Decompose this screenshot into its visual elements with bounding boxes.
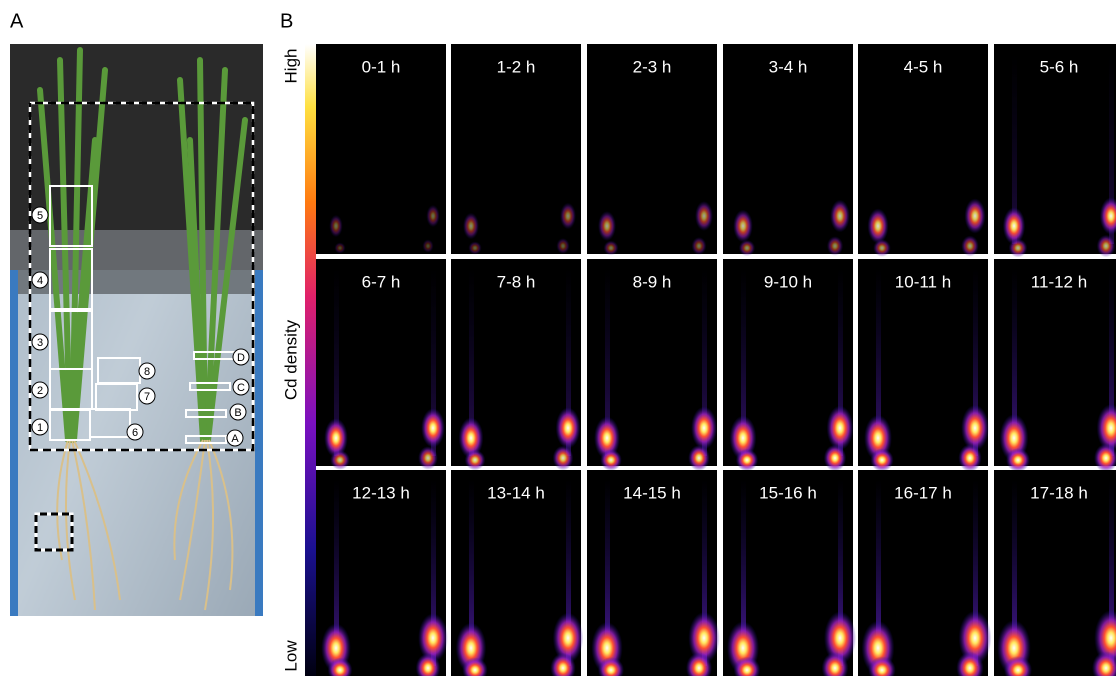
autoradiograph-frame: 9-10 h [723,259,853,471]
signal-spot [604,241,619,256]
frame-label: 10-11 h [895,272,951,291]
colorbar-title: Cd density [281,319,300,400]
signal-spot [873,239,891,257]
colorbar-low: Low [281,640,300,672]
region-label: 7 [144,391,150,403]
signal-spot [556,407,581,448]
signal-spot [422,239,433,252]
signal-spot [334,242,345,253]
signal-spot [1003,207,1025,244]
frame-label: 7-8 h [497,272,536,291]
signal-spot [830,200,850,233]
autoradiograph-frame: 2-3 h [587,44,717,255]
autoradiograph-frame: 7-8 h [451,259,581,470]
root-region-label: C [237,382,245,394]
signal-spot [426,205,439,227]
frame-label: 2-3 h [633,57,672,76]
region-label: 2 [37,385,43,397]
autoradiograph-frame: 10-11 h [858,259,989,472]
signal-spot [827,406,854,451]
frame-label: 16-17 h [894,483,952,502]
frame-label: 8-9 h [633,272,672,291]
signal-spot [867,208,888,243]
signal-spot [1009,239,1028,258]
signal-spot [600,449,622,471]
root-region-label: D [237,352,245,364]
panel-label: A [10,10,24,32]
signal-spot [465,450,486,471]
region-label: 5 [37,210,43,222]
frame-label: 6-7 h [362,272,401,291]
frame-label: 3-4 h [769,57,808,76]
signal-spot [827,236,843,256]
signal-spot [961,235,979,256]
signal-spot [556,238,569,254]
signal-spot [330,450,350,470]
figure: A B 1 2 3 4 5 6 7 8 A B C D High Cd density Low 0-1… [0,0,1116,676]
autoradiograph-frame: 5-6 h [994,44,1116,257]
region-label: 3 [37,337,43,349]
frame-label: 17-18 h [1030,483,1088,502]
autoradiograph-frame: 4-5 h [858,44,988,257]
signal-spot [553,446,574,471]
signal-spot [560,203,576,230]
signal-spot [824,445,846,472]
frame-label: 1-2 h [497,57,536,76]
signal-spot [688,445,710,471]
signal-spot [421,408,445,447]
signal-spot [691,406,717,449]
region-label: 4 [37,275,43,287]
signal-spot [692,237,707,255]
signal-spot [598,211,616,241]
signal-spot [1097,235,1116,257]
signal-spot [736,449,758,471]
signal-spot [468,241,481,254]
signal-spot [695,201,713,231]
frame-label: 13-14 h [487,483,545,502]
colorbar-high: High [281,49,300,84]
frame-label: 9-10 h [764,272,812,291]
signal-spot [329,215,342,237]
autoradiograph-frame: 15-16 h [723,470,856,676]
signal-spot [964,198,985,233]
signal-spot [958,444,981,472]
frame-label: 12-13 h [352,483,410,502]
region-label: 1 [37,422,43,434]
frame-label: 0-1 h [362,57,401,76]
autoradiograph-frame: 17-18 h [994,470,1116,676]
signal-spot [961,405,989,451]
signal-spot [733,210,753,243]
signal-spot [463,213,479,240]
signal-spot [870,448,893,471]
root-region-label: A [231,433,239,445]
autoradiograph-frame: 8-9 h [587,259,717,471]
plant-photo [10,44,263,616]
autoradiograph-frame: 12-13 h [316,470,448,676]
panel-label: B [280,10,293,32]
frame-label: 11-12 h [1031,272,1087,291]
frame-label: 5-6 h [1040,57,1079,76]
frame-label: 14-15 h [623,483,681,502]
frame-label: 15-16 h [759,483,817,502]
root-region-label: B [234,407,241,419]
autoradiograph-frame: 0-1 h [316,44,446,254]
region-label: 6 [132,427,138,439]
autoradiograph-frame: 3-4 h [723,44,853,256]
autoradiograph-frame: 13-14 h [451,470,583,676]
signal-spot [1006,448,1030,472]
autoradiograph-frame: 11-12 h [994,259,1116,472]
frame-label: 4-5 h [904,57,943,76]
autoradiograph-frame: 14-15 h [587,470,720,676]
autoradiograph-frame: 16-17 h [858,470,991,676]
autoradiograph-frame: 1-2 h [451,44,581,255]
signal-spot [739,240,755,256]
colorbar [305,44,316,676]
autoradiograph-frame: 6-7 h [316,259,446,470]
region-label: 8 [144,366,150,378]
signal-spot [418,446,438,470]
